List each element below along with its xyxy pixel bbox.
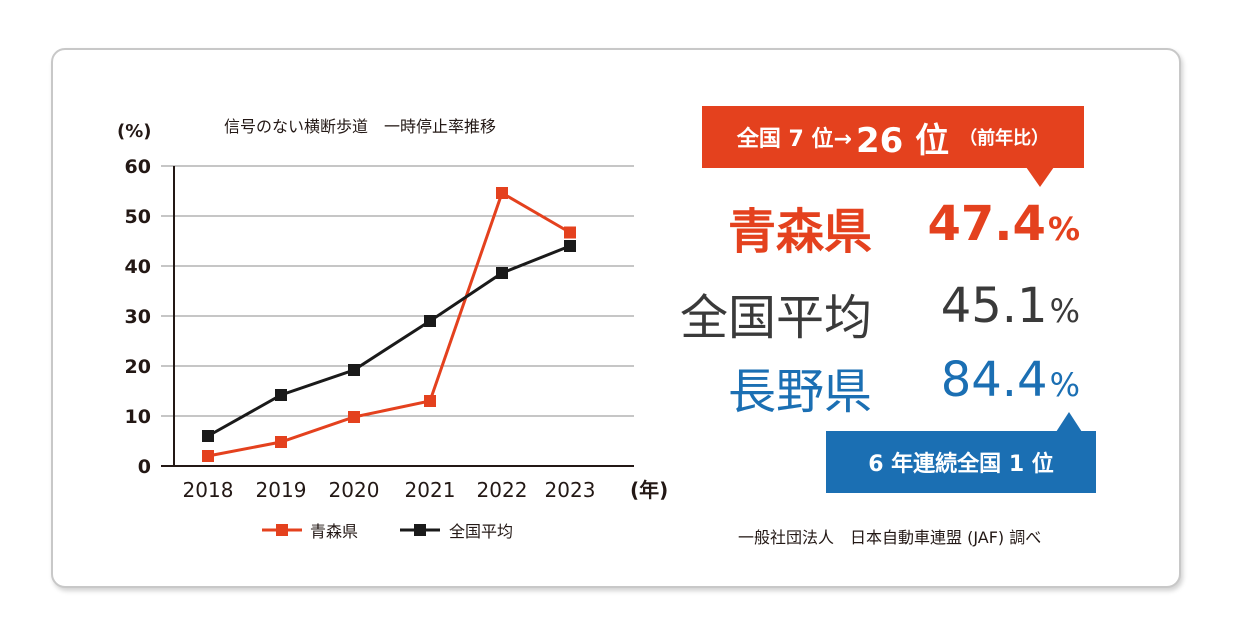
- chart-legend: 青森県 全国平均: [262, 522, 513, 541]
- nagano-unit: %: [1049, 366, 1080, 404]
- point-aomori-2022: [496, 187, 508, 199]
- point-national-average-2022: [496, 267, 508, 279]
- x-tick-label-2023: 2023: [545, 478, 596, 502]
- chart-ticks: 0 10 20 30 40 50 60 2018 2019 2020 2021 2022 2023: [125, 156, 596, 502]
- y-tick-label-40: 40: [125, 256, 151, 278]
- source-note: 一般社団法人 日本自動車連盟 (JAF) 調べ: [738, 528, 1042, 547]
- x-tick-label-2022: 2022: [477, 478, 528, 502]
- banner-rank-before: 全国 7 位→: [736, 127, 852, 152]
- y-axis-label: (%): [117, 121, 152, 142]
- point-aomori-2018: [202, 450, 214, 462]
- nagano-value: 84.4%: [890, 352, 1080, 408]
- point-national-average-2018: [202, 430, 214, 442]
- banner-pointer: [1026, 167, 1054, 187]
- badge-pointer: [1056, 412, 1082, 432]
- x-tick-label-2020: 2020: [329, 478, 380, 502]
- national-average-unit: %: [1049, 292, 1080, 330]
- series-line-aomori: [207, 190, 571, 458]
- x-tick-label-2018: 2018: [183, 478, 234, 502]
- x-tick-label-2019: 2019: [256, 478, 307, 502]
- rank-badge: 6 年連続全国 1 位: [826, 431, 1096, 493]
- point-national-average-2023: [564, 240, 576, 252]
- national-average-label: 全国平均: [679, 290, 872, 346]
- y-tick-label-60: 60: [125, 156, 151, 178]
- x-tick-label-2021: 2021: [405, 478, 456, 502]
- legend-marker-national-average: [414, 524, 426, 536]
- legend-marker-aomori: [276, 524, 288, 536]
- chart-title: 信号のない横断歩道 一時停止率推移: [224, 117, 496, 136]
- y-tick-label-0: 0: [138, 456, 151, 478]
- y-tick-label-10: 10: [125, 406, 151, 428]
- point-national-average-2021: [424, 315, 436, 327]
- y-tick-label-30: 30: [125, 306, 151, 328]
- aomori-label: 青森県: [727, 204, 872, 260]
- aomori-value-number: 47.4: [927, 196, 1046, 252]
- point-aomori-2019: [275, 436, 287, 448]
- point-national-average-2019: [275, 389, 287, 401]
- legend-label-aomori: 青森県: [310, 522, 358, 541]
- point-aomori-2020: [348, 411, 360, 423]
- y-tick-label-50: 50: [125, 206, 151, 228]
- point-national-average-2020: [348, 364, 360, 376]
- rank-banner: 全国 7 位→ 26 位 （前年比）: [702, 106, 1084, 168]
- nagano-label: 長野県: [727, 364, 872, 420]
- x-axis-label: (年): [630, 478, 668, 502]
- nagano-value-number: 84.4: [940, 352, 1048, 408]
- aomori-value: 47.4%: [890, 196, 1081, 252]
- legend-label-national-average: 全国平均: [449, 522, 513, 541]
- series-line-national-average: [207, 244, 571, 438]
- chart-grid: [161, 165, 634, 417]
- point-aomori-2021: [424, 395, 436, 407]
- chart-series: [202, 187, 576, 462]
- aomori-unit: %: [1047, 210, 1080, 248]
- chart-axes: [161, 166, 634, 467]
- point-aomori-2023: [564, 226, 576, 239]
- national-average-number: 45.1: [940, 278, 1048, 334]
- banner-note: （前年比）: [959, 128, 1050, 149]
- banner-rank-after: 26 位: [855, 120, 950, 161]
- y-tick-label-20: 20: [125, 356, 151, 378]
- national-average-value: 45.1%: [890, 278, 1080, 334]
